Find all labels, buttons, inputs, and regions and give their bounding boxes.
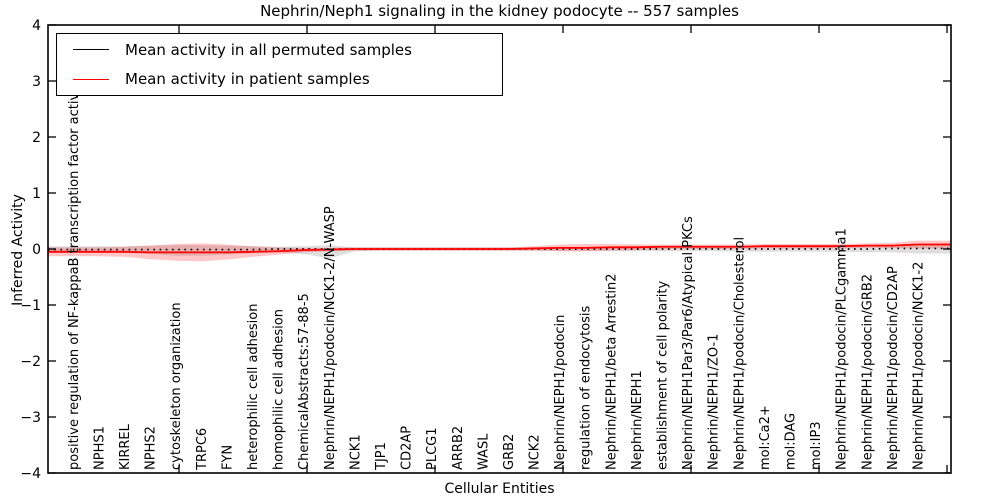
category-label: mol:IP3 — [809, 421, 824, 470]
category-label: Nephrin/NEPH1/podocin/NCK1-2/N-WASP — [323, 206, 338, 470]
category-label: Nephrin/NEPH1/podocin — [553, 315, 568, 470]
category-label: Nephrin/NEPH1/beta Arrestin2 — [604, 274, 619, 471]
category-label: homophilic cell adhesion — [272, 309, 287, 470]
y-tick-label: −2 — [20, 354, 41, 370]
category-label: cytoskeleton organization — [169, 302, 184, 470]
category-label: TRPC6 — [195, 428, 210, 471]
y-tick-label: 4 — [32, 18, 41, 34]
category-label: NPHS1 — [92, 426, 107, 470]
category-label: heterophilic cell adhesion — [246, 304, 261, 471]
y-tick-label: −1 — [20, 298, 41, 314]
legend-label-patient: Mean activity in patient samples — [125, 70, 370, 89]
category-label: Nephrin/NEPH1/podocin/PLCgamma1 — [835, 228, 850, 470]
category-label: mol:DAG — [784, 413, 799, 470]
category-label: ChemicalAbstracts:57-88-5 — [297, 293, 312, 470]
category-label: mol:Ca2+ — [758, 405, 773, 470]
category-label: NPHS2 — [144, 426, 159, 470]
legend-label-permuted: Mean activity in all permuted samples — [125, 40, 412, 59]
y-tick-label: 1 — [32, 186, 41, 202]
legend-item-patient: Mean activity in patient samples — [57, 65, 502, 93]
category-label: NCK1 — [348, 434, 363, 470]
patient-mean-line — [48, 243, 951, 254]
permuted-band — [48, 244, 951, 259]
category-label: GRB2 — [502, 434, 517, 470]
category-label: Nephrin/NEPH1/podocin/Cholesterol — [732, 237, 747, 470]
category-label: Nephrin/NEPH1/podocin/GRB2 — [860, 274, 875, 470]
x-axis-label: Cellular Entities — [444, 481, 555, 497]
legend: Mean activity in all permuted samples Me… — [56, 33, 503, 96]
category-label: regulation of endocytosis — [579, 305, 594, 470]
patient-line-sample — [73, 78, 109, 80]
category-label: establishment of cell polarity — [656, 281, 671, 470]
category-label: Nephrin/NEPH1/podocin/NCK1-2 — [912, 262, 927, 470]
y-tick-label: 3 — [32, 74, 41, 90]
category-label: Nephrin/NEPH1Par3/Par6/Atypical PKCs — [681, 216, 696, 470]
category-label: FYN — [220, 445, 235, 470]
category-label: WASL — [476, 433, 491, 470]
patient-band — [48, 240, 951, 262]
category-label: Nephrin/NEPH1/ZO-1 — [707, 334, 722, 470]
y-tick-label: −4 — [20, 466, 41, 482]
permuted-line-sample — [73, 49, 109, 51]
category-label: TJP1 — [374, 442, 389, 471]
chart-title: Nephrin/Neph1 signaling in the kidney po… — [260, 2, 739, 20]
category-label: ARRB2 — [451, 426, 466, 470]
y-axis-label: Inferred Activity — [10, 194, 26, 306]
y-tick-label: −3 — [20, 410, 41, 426]
category-label: Nephrin/NEPH1 — [630, 370, 645, 470]
y-tick-label: 0 — [32, 242, 41, 258]
legend-item-permuted: Mean activity in all permuted samples — [57, 36, 502, 64]
category-label: positive regulation of NF-kappaB transcr… — [67, 76, 82, 470]
category-label: NCK2 — [528, 434, 543, 470]
category-label: KIRREL — [118, 423, 133, 470]
category-label: Nephrin/NEPH1/podocin/CD2AP — [886, 266, 901, 470]
category-label: PLCG1 — [425, 427, 440, 470]
y-tick-label: 2 — [32, 130, 41, 146]
category-label: CD2AP — [400, 426, 415, 470]
